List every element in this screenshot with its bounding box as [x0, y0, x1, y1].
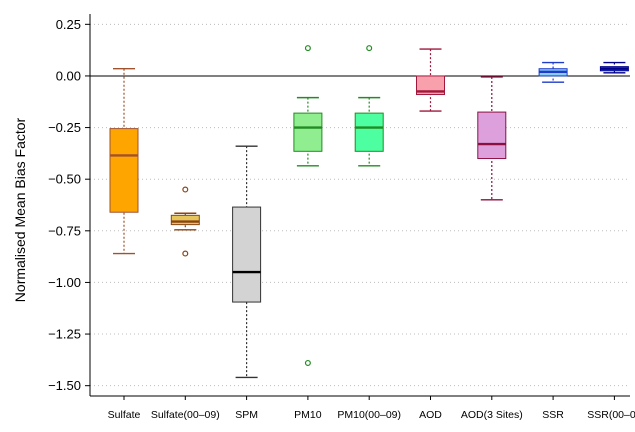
- y-tick-label: −1.00: [48, 275, 81, 290]
- box-9: [599, 61, 629, 74]
- box-3: [232, 145, 262, 379]
- x-tick-label: AOD(3 Sites): [461, 409, 523, 421]
- outlier-point: [182, 250, 189, 257]
- outlier-point: [304, 359, 311, 366]
- box-4: [293, 45, 323, 366]
- box-body: [170, 214, 200, 226]
- y-tick-label: 0.25: [56, 17, 81, 32]
- x-tick-label: PM10(00–09): [337, 409, 401, 421]
- x-tick-label: AOD: [419, 409, 442, 421]
- box-body: [109, 128, 139, 213]
- y-tick-label: −0.25: [48, 120, 81, 135]
- x-tick-label: SSR(00–09: [587, 409, 635, 421]
- y-axis-label: Normalised Mean Bias Factor: [12, 117, 28, 302]
- outlier-point: [304, 45, 311, 52]
- box-2: [170, 186, 200, 257]
- y-tick-label: −1.25: [48, 327, 81, 342]
- box-7: [477, 76, 507, 201]
- grid-lines: [90, 23, 630, 387]
- box-6: [416, 48, 445, 112]
- outlier-point: [182, 186, 189, 193]
- y-tick-label: −0.75: [48, 223, 81, 238]
- x-tick-label: Sulfate: [108, 409, 141, 421]
- axes: 0.25 0.00 −0.25 −0.50 −0.75 −1.00 −1.25 −1.50 Su…: [48, 14, 635, 421]
- box-body: [477, 111, 507, 160]
- y-tick-label: 0.00: [56, 68, 81, 83]
- box-5: [354, 45, 384, 167]
- box-body: [293, 112, 323, 152]
- x-tick-label: Sulfate(00–09): [151, 409, 220, 421]
- x-tick-label: PM10: [294, 409, 322, 421]
- box-8: [538, 61, 568, 83]
- boxes: [109, 45, 629, 379]
- box-body: [232, 206, 262, 303]
- x-tick-label: SPM: [235, 409, 258, 421]
- y-tick-label: −0.50: [48, 172, 81, 187]
- box-body: [354, 112, 384, 152]
- y-tick-label: −1.50: [48, 378, 81, 393]
- box-body: [416, 75, 445, 96]
- box-1: [109, 68, 139, 255]
- outlier-point: [366, 45, 373, 52]
- x-tick-label: SSR: [542, 409, 564, 421]
